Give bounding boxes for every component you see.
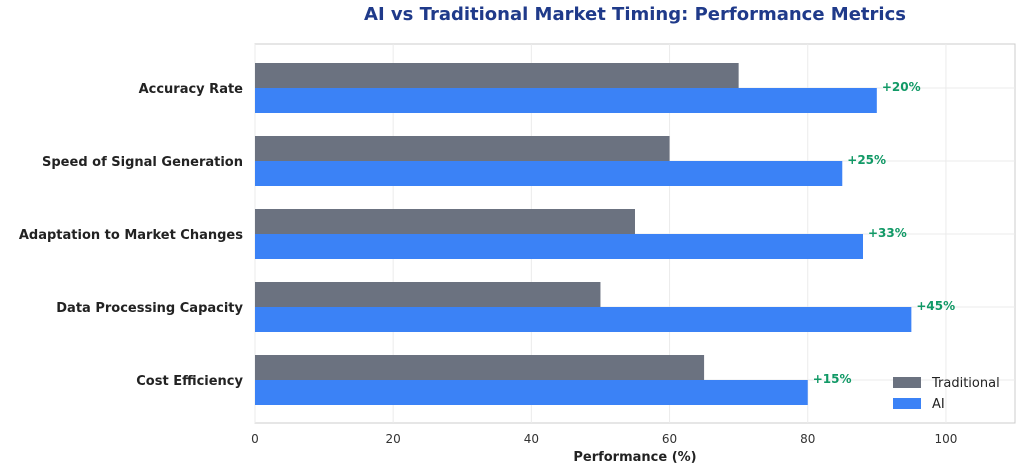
category-label: Adaptation to Market Changes [19,228,243,243]
x-tick-label: 0 [251,432,259,446]
bar-traditional [255,282,601,307]
x-tick-label: 60 [662,432,677,446]
legend-label: AI [932,397,945,412]
category-label: Speed of Signal Generation [42,155,243,170]
category-label: Cost Efficiency [136,374,243,389]
improvement-label: +25% [847,153,886,167]
bar-ai [255,307,912,332]
bar-ai [255,380,808,405]
bars [255,63,912,405]
x-tick-labels: 0 20 40 60 80 100 [251,432,957,446]
bar-traditional [255,209,635,234]
x-tick-label: 80 [800,432,815,446]
legend-swatch [893,377,921,388]
category-label: Data Processing Capacity [56,301,243,316]
legend: Traditional AI [893,376,1000,412]
bar-traditional [255,136,670,161]
bar-ai [255,88,877,113]
improvement-label: +15% [813,372,852,386]
category-labels: Accuracy Rate Speed of Signal Generation A… [19,82,244,389]
category-label: Accuracy Rate [139,82,244,97]
bar-ai [255,161,843,186]
improvement-labels: +20% +25% +33% +45% +15% [813,80,955,386]
bar-traditional [255,63,739,88]
bar-ai [255,234,863,259]
x-axis-title: Performance (%) [573,450,696,465]
bar-traditional [255,355,705,380]
legend-label: Traditional [931,376,1000,391]
improvement-label: +45% [916,299,955,313]
x-tick-label: 40 [524,432,539,446]
chart-title: AI vs Traditional Market Timing: Perform… [364,4,906,25]
legend-swatch [893,398,921,409]
x-tick-label: 100 [934,432,957,446]
improvement-label: +33% [868,226,907,240]
improvement-label: +20% [882,80,921,94]
x-tick-label: 20 [386,432,401,446]
